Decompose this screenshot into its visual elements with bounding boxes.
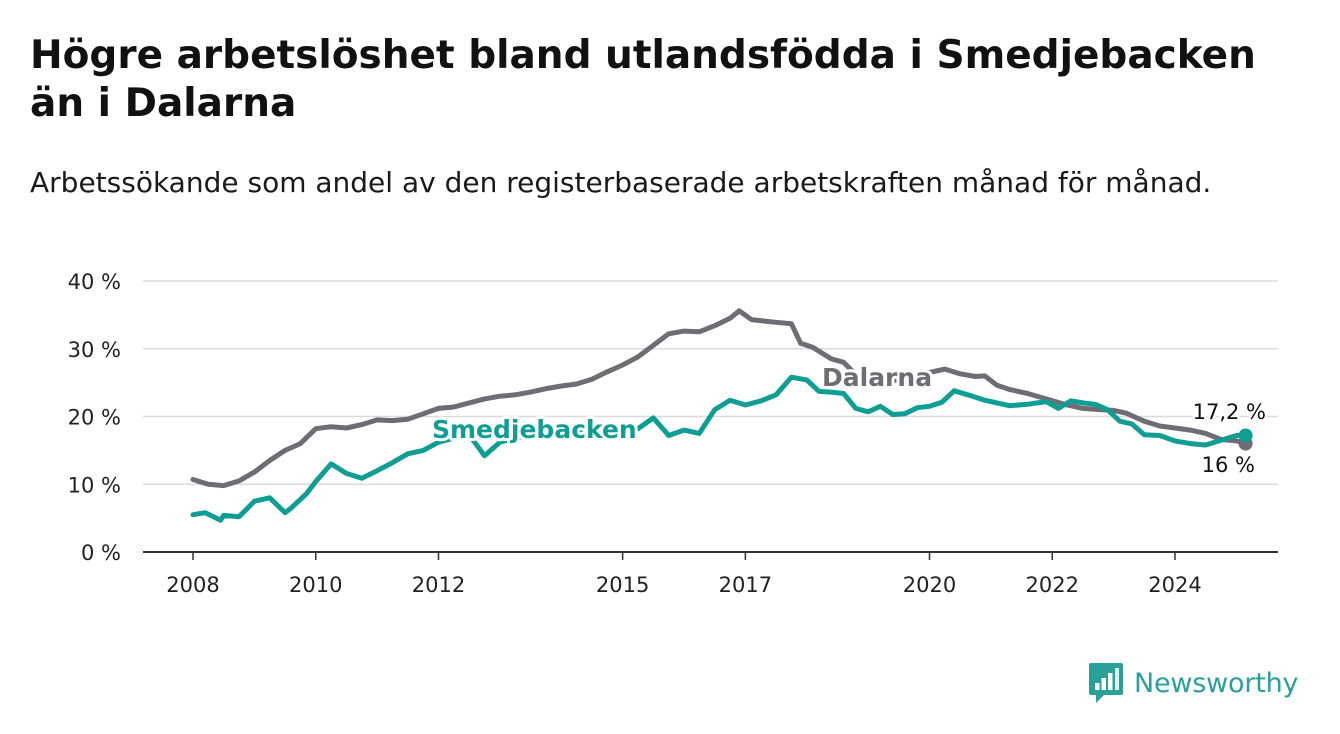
x-tick-label: 2020 bbox=[903, 573, 956, 597]
line-chart: 0 % 10 % 20 % 30 % 40 % 2008 2010 2012 2015 2017… bbox=[68, 270, 1278, 597]
chart-subtitle: Arbetssökande som andel av den registerb… bbox=[30, 166, 1212, 199]
gridlines bbox=[143, 280, 1278, 485]
end-label-dalarna: 16 % bbox=[1202, 453, 1255, 477]
x-tick-label: 2008 bbox=[166, 573, 219, 597]
x-tick-label: 2024 bbox=[1148, 573, 1201, 597]
y-tick-label: 30 % bbox=[68, 338, 121, 362]
y-tick-label: 20 % bbox=[68, 406, 121, 430]
series-label-smedjebacken: Smedjebacken bbox=[432, 415, 637, 444]
y-tick-label: 10 % bbox=[68, 473, 121, 497]
x-tick-label: 2015 bbox=[596, 573, 649, 597]
y-tick-label: 0 % bbox=[81, 541, 121, 565]
x-tick-label: 2010 bbox=[289, 573, 342, 597]
x-axis: 2008 2010 2012 2015 2017 2020 2022 2024 bbox=[143, 551, 1278, 597]
series-line-dalarna bbox=[190, 308, 1249, 489]
series-end-point-smedjebacken bbox=[1238, 428, 1253, 443]
series-labels: Dalarna Smedjebacken 17,2 % 16 % bbox=[429, 360, 1269, 480]
series-label-dalarna: Dalarna bbox=[822, 363, 932, 392]
series-line-smedjebacken bbox=[190, 374, 1249, 523]
y-axis: 0 % 10 % 20 % 30 % 40 % bbox=[68, 270, 121, 565]
brand-name: Newsworthy bbox=[1134, 667, 1299, 699]
chart-title: Högre arbetslöshet bland utlandsfödda i … bbox=[30, 33, 1256, 126]
x-tick-label: 2012 bbox=[412, 573, 465, 597]
y-tick-label: 40 % bbox=[68, 270, 121, 294]
brand-logo: Newsworthy bbox=[1088, 660, 1299, 706]
x-tick-label: 2017 bbox=[719, 573, 772, 597]
series-lines bbox=[190, 308, 1253, 523]
newsworthy-logo-icon bbox=[1089, 663, 1123, 703]
end-label-smedjebacken: 17,2 % bbox=[1193, 400, 1266, 424]
x-tick-label: 2022 bbox=[1026, 573, 1079, 597]
